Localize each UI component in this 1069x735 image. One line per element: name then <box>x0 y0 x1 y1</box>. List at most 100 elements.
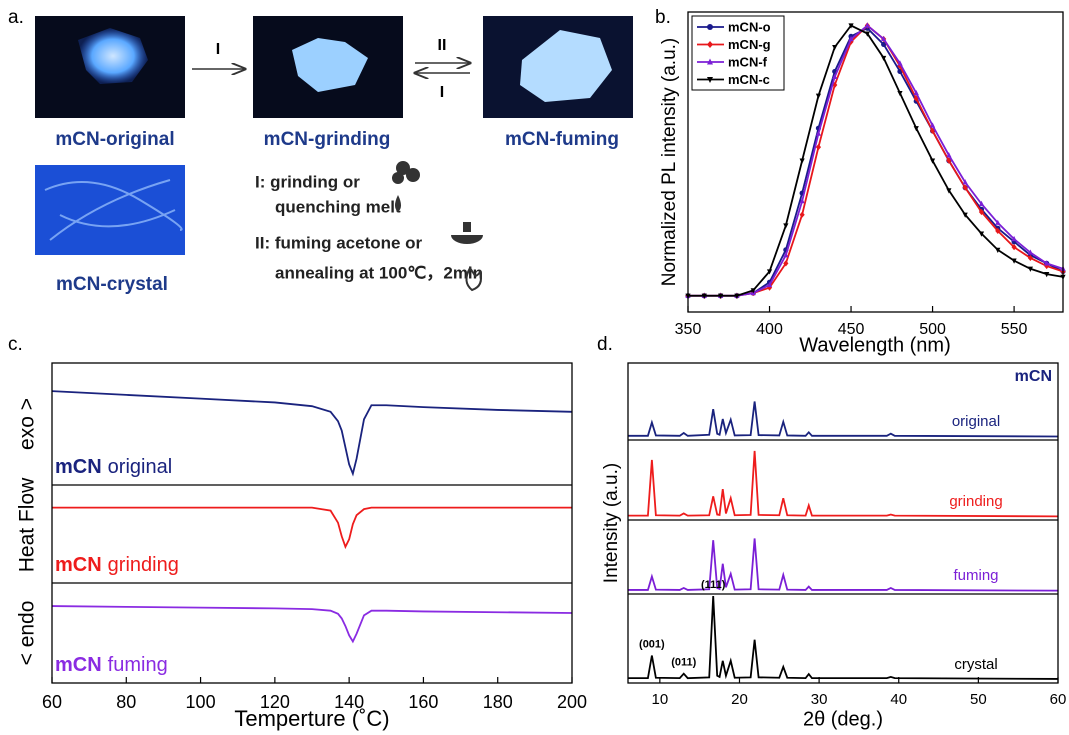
series-line <box>52 506 572 550</box>
data-point <box>929 122 936 128</box>
data-point <box>783 252 789 258</box>
data-point <box>913 126 919 132</box>
y-axis-label: Heat Flow <box>16 477 39 572</box>
x-tick-label: 120 <box>260 692 290 712</box>
legend-label: mCN-g <box>728 37 771 52</box>
data-point <box>766 284 773 291</box>
chart-title: mCN <box>1015 368 1052 385</box>
photo <box>35 165 185 255</box>
data-point <box>1011 244 1017 251</box>
series-label: mCN original <box>55 456 172 478</box>
data-point <box>978 231 985 237</box>
x-tick-label: 160 <box>408 692 438 712</box>
crystal-texture <box>44 179 183 241</box>
sample-label: mCN-crystal <box>56 274 168 295</box>
data-point <box>978 208 985 216</box>
data-point <box>718 293 724 299</box>
sample-label: mCN-grinding <box>264 129 391 150</box>
data-point <box>815 144 822 151</box>
series-label: original <box>952 413 1000 430</box>
series-line <box>628 595 1059 680</box>
y-axis-label: Normalized PL intensity (a.u.) <box>659 38 680 287</box>
legend-marker <box>707 58 713 65</box>
x-tick-label: 40 <box>890 691 907 708</box>
data-point <box>799 198 805 204</box>
plot-frame <box>51 362 573 684</box>
series-line <box>688 24 1064 297</box>
x-tick-label: 350 <box>675 321 702 338</box>
note: annealing at 100℃，2min <box>275 263 483 282</box>
data-point <box>783 223 789 229</box>
data-point <box>978 200 985 206</box>
x-tick-label: 500 <box>919 321 946 338</box>
data-point <box>864 31 870 37</box>
x-tick-label: 20 <box>731 691 748 708</box>
data-point <box>1044 272 1050 278</box>
y-axis-label: exo > <box>16 398 39 450</box>
peak-label: (001) <box>639 638 665 650</box>
x-tick-label: 30 <box>811 691 828 708</box>
arrow-label: II <box>438 37 447 54</box>
data-point <box>929 158 936 164</box>
data-point <box>962 179 968 185</box>
legend-marker <box>707 24 713 30</box>
x-tick-label: 400 <box>756 321 783 338</box>
x-tick-label: 450 <box>838 321 865 338</box>
data-point <box>962 184 968 191</box>
chart: c. 60 80 100 120 140 160 180 200 Temperture (˚C) m… <box>8 334 587 731</box>
series-label: grinding <box>949 493 1002 510</box>
x-tick-label: 140 <box>334 692 364 712</box>
data-point <box>766 269 773 275</box>
x-tick-label: 50 <box>970 691 987 708</box>
series-label: crystal <box>954 656 997 673</box>
series-label-prefix: mCN <box>55 554 102 576</box>
legend-label: mCN-f <box>728 54 768 69</box>
data-point <box>1027 254 1033 262</box>
legend-label: mCN-o <box>728 19 771 34</box>
peak-label: (111) <box>701 579 726 591</box>
data-point <box>766 281 773 288</box>
data-point <box>897 90 903 97</box>
series-line <box>628 538 1059 592</box>
peak-label: (011) <box>671 657 696 669</box>
sample-powder <box>520 30 612 102</box>
arrow-label: I <box>216 41 220 58</box>
panel-label: a. <box>8 7 24 28</box>
series-label-name: original <box>108 456 172 478</box>
chart: b. 350 400 450 500 550 Wavelength (nm) Normaliz… <box>655 7 1066 356</box>
series-label: fuming <box>953 567 998 584</box>
series-line <box>628 401 1059 438</box>
x-tick-label: 200 <box>557 692 587 712</box>
legend-label: mCN-c <box>728 72 770 87</box>
sample-powder <box>78 28 148 84</box>
data-point <box>881 41 887 48</box>
data-point <box>701 293 707 299</box>
x-axis-label: 2θ (deg.) <box>803 708 883 730</box>
data-point <box>815 93 822 99</box>
data-point <box>1027 249 1033 255</box>
arrow-label: I <box>440 84 444 101</box>
sample-powder <box>292 38 368 92</box>
x-axis-label: Temperture (˚C) <box>234 706 389 731</box>
x-tick-label: 550 <box>1001 321 1028 338</box>
y-axis-label: < endo <box>16 601 39 666</box>
data-point <box>1027 266 1033 272</box>
data-point <box>848 23 854 29</box>
series-label: mCN grinding <box>55 554 179 576</box>
series-line <box>51 390 573 477</box>
data-point <box>1011 235 1017 242</box>
data-point <box>848 35 854 42</box>
y-axis-label: Intensity (a.u.) <box>601 463 622 583</box>
data-point <box>962 212 968 218</box>
data-point <box>864 22 870 28</box>
legend-marker <box>707 77 713 83</box>
series-line <box>51 605 573 644</box>
data-point <box>995 219 1001 225</box>
x-tick-label: 100 <box>186 692 216 712</box>
data-point <box>799 211 805 218</box>
note: quenching melt <box>275 197 401 216</box>
data-point <box>1011 258 1017 264</box>
data-point <box>832 45 838 51</box>
x-tick-label: 60 <box>42 692 62 712</box>
